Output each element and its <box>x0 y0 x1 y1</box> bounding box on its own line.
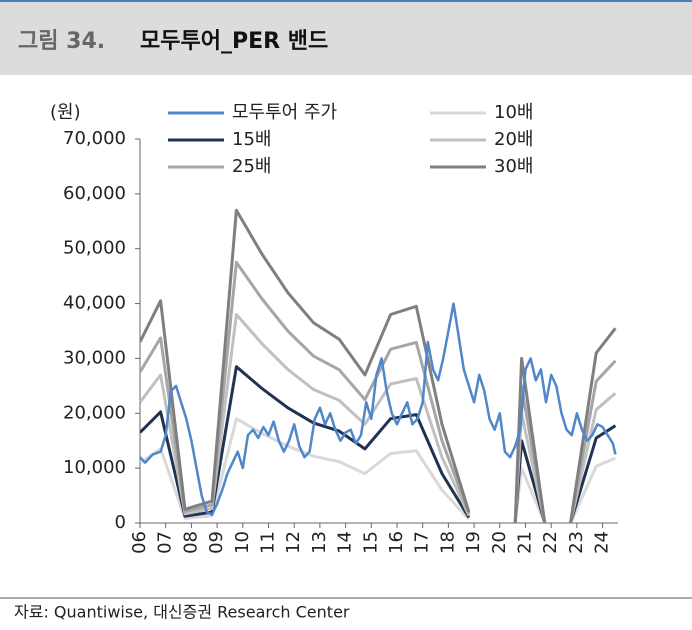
x-tick-label: 11 <box>257 531 278 554</box>
x-tick-label: 19 <box>463 531 484 554</box>
plot-area <box>140 208 617 524</box>
x-tick-label: 13 <box>309 531 330 554</box>
legend-label: 모두투어 주가 <box>232 102 337 123</box>
legend-label: 25배 <box>232 156 271 177</box>
y-tick-label: 20,000 <box>63 402 126 423</box>
x-tick-label: 24 <box>592 531 613 554</box>
legend-label: 30배 <box>494 156 533 177</box>
x-tick-label: 10 <box>232 531 253 554</box>
x-tick-label: 08 <box>180 531 201 554</box>
legend-label: 15배 <box>232 129 271 150</box>
x-tick-label: 23 <box>566 531 587 554</box>
x-tick-label: 15 <box>360 531 381 554</box>
y-tick-label: 60,000 <box>63 183 126 204</box>
y-tick-label: 30,000 <box>63 347 126 368</box>
x-tick-label: 09 <box>206 531 227 554</box>
y-axis-label: (원) <box>50 102 81 123</box>
series-line <box>140 208 617 524</box>
y-tick-label: 50,000 <box>63 238 126 259</box>
x-tick-label: 14 <box>335 531 356 554</box>
chart-title: 모두투어_PER 밴드 <box>140 29 328 54</box>
x-tick-label: 20 <box>489 531 510 554</box>
legend-label: 20배 <box>494 129 533 150</box>
x-tick-label: 17 <box>412 531 433 554</box>
legend-label: 10배 <box>494 102 533 123</box>
y-tick-label: 70,000 <box>63 128 126 149</box>
y-tick-label: 0 <box>115 512 126 533</box>
y-tick-label: 40,000 <box>63 293 126 314</box>
source: 자료: Quantiwise, 대신증권 Research Center <box>14 603 350 622</box>
series-line <box>140 302 617 517</box>
x-tick-label: 21 <box>514 531 535 554</box>
x-tick-label: 06 <box>129 531 150 554</box>
x-tick-label: 16 <box>386 531 407 554</box>
x-tick-label: 22 <box>540 531 561 554</box>
title-label: 그림 34. <box>18 29 105 54</box>
header-band <box>0 0 692 75</box>
y-tick-label: 10,000 <box>63 457 126 478</box>
x-tick-label: 12 <box>283 531 304 554</box>
x-tick-label: 07 <box>155 531 176 554</box>
x-tick-label: 18 <box>437 531 458 554</box>
